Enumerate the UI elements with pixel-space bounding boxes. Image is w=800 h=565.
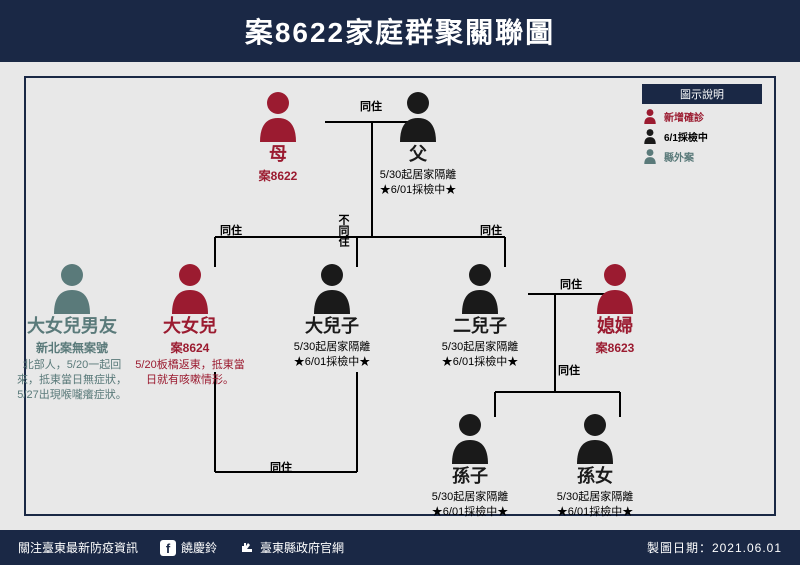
footer-follow: 關注臺東最新防疫資訊	[18, 539, 138, 556]
person-note: 5/30起居家隔離★6/01採檢中★	[540, 490, 650, 520]
person-gd: 孫女5/30起居家隔離★6/01採檢中★	[540, 412, 650, 520]
person-mother: 母案8622	[223, 90, 333, 184]
person-icon	[593, 262, 637, 314]
person-note: 5/30起居家隔離★6/01採檢中★	[415, 490, 525, 520]
person-icon	[642, 148, 658, 164]
person-s1: 大兒子5/30起居家隔離★6/01採檢中★	[277, 262, 387, 370]
chart-canvas: 同住 同住 不同住 同住 同住 同住 同住 圖示說明 新增確診 6/1採檢中 縣…	[0, 62, 800, 530]
footer-follow-text: 關注臺東最新防疫資訊	[18, 539, 138, 556]
svg-text:f: f	[166, 541, 171, 556]
person-label: 父	[363, 140, 473, 166]
person-icon	[573, 412, 617, 464]
person-label: 大兒子	[277, 312, 387, 338]
person-label: 孫女	[540, 462, 650, 488]
person-bf: 大女兒男友新北案無案號北部人，5/20一起回來，抵東當日無症狀，5/27出現喉嚨…	[12, 262, 132, 403]
person-father: 父5/30起居家隔離★6/01採檢中★	[363, 90, 473, 198]
facebook-icon: f	[160, 540, 176, 556]
legend-item: 6/1採檢中	[642, 128, 762, 144]
person-icon	[458, 262, 502, 314]
person-d1: 大女兒案8624 5/20板橋返東，抵東當日就有咳嗽情形。	[135, 262, 245, 388]
footer-date: 製圖日期：2021.06.01	[647, 539, 782, 556]
header: 案8622家庭群聚關聯圖	[0, 0, 800, 62]
person-note: 5/30起居家隔離★6/01採檢中★	[277, 340, 387, 370]
person-icon	[396, 90, 440, 142]
edge-label-d1: 同住	[220, 222, 242, 238]
footer-site-label: 臺東縣政府官網	[260, 539, 344, 556]
person-dil: 媳婦案8623	[560, 262, 670, 356]
hand-icon	[239, 540, 255, 556]
person-icon	[256, 90, 300, 142]
person-note: 5/30起居家隔離★6/01採檢中★	[363, 168, 473, 198]
legend-title: 圖示說明	[642, 84, 762, 104]
person-icon	[310, 262, 354, 314]
person-icon	[448, 412, 492, 464]
person-icon	[50, 262, 94, 314]
legend-item: 新增確診	[642, 108, 762, 124]
edge-label-s1: 不同住	[335, 214, 351, 247]
person-label: 母	[223, 140, 333, 166]
edge-label-kids: 同住	[558, 362, 580, 378]
person-label: 媳婦	[560, 312, 670, 338]
person-label: 孫子	[415, 462, 525, 488]
person-icon	[642, 128, 658, 144]
edge-label-s2: 同住	[480, 222, 502, 238]
footer-site: 臺東縣政府官網	[239, 539, 344, 556]
person-case: 案8624	[135, 339, 245, 356]
person-label: 大女兒男友	[12, 312, 132, 338]
footer-fb-label: 饒慶鈴	[181, 539, 217, 556]
footer: 關注臺東最新防疫資訊 f 饒慶鈴 臺東縣政府官網 製圖日期：2021.06.01	[0, 530, 800, 565]
legend-label: 縣外案	[664, 149, 694, 164]
person-icon	[642, 108, 658, 124]
person-case: 案8622	[223, 167, 333, 184]
person-label: 二兒子	[425, 312, 535, 338]
footer-fb: f 饒慶鈴	[160, 539, 217, 556]
page-title: 案8622家庭群聚關聯圖	[245, 11, 555, 51]
edge-label-bf: 同住	[270, 459, 292, 475]
legend: 圖示說明 新增確診 6/1採檢中 縣外案	[642, 84, 762, 164]
person-note: 5/30起居家隔離★6/01採檢中★	[425, 340, 535, 370]
legend-label: 6/1採檢中	[664, 129, 708, 144]
person-note: 5/20板橋返東，抵東當日就有咳嗽情形。	[135, 358, 245, 388]
person-label: 大女兒	[135, 312, 245, 338]
person-s2: 二兒子5/30起居家隔離★6/01採檢中★	[425, 262, 535, 370]
person-case: 案8623	[560, 339, 670, 356]
person-gs: 孫子5/30起居家隔離★6/01採檢中★	[415, 412, 525, 520]
person-icon	[168, 262, 212, 314]
person-note: 北部人，5/20一起回來，抵東當日無症狀，5/27出現喉嚨癢症狀。	[12, 358, 132, 403]
person-case: 新北案無案號	[12, 339, 132, 356]
legend-item: 縣外案	[642, 148, 762, 164]
legend-label: 新增確診	[664, 109, 704, 124]
